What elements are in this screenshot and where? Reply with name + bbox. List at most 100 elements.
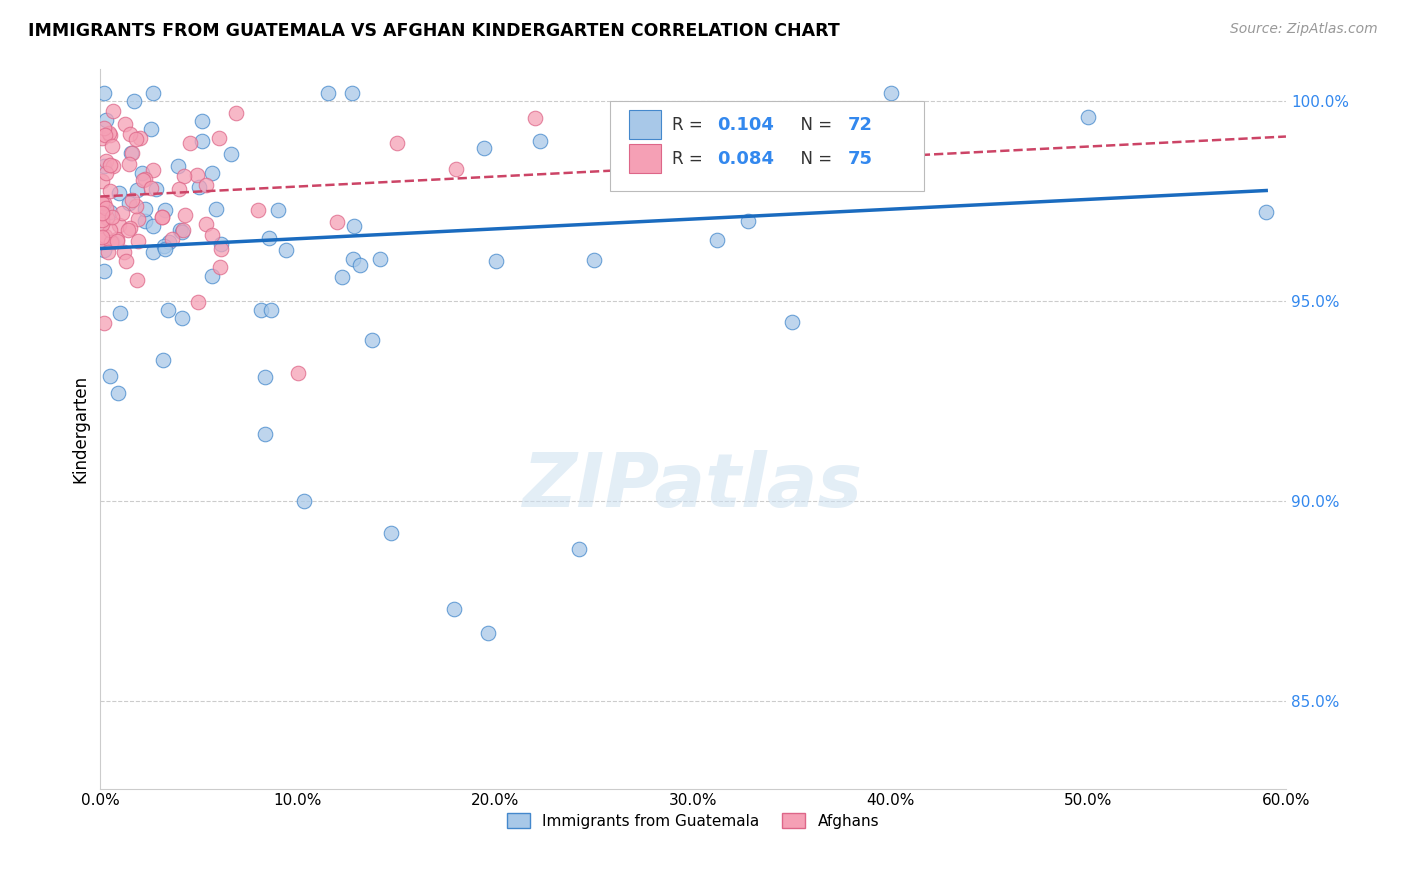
Point	[108, 186, 131, 200]
Point	[142, 219, 165, 234]
Point	[93, 86, 115, 100]
Point	[105, 234, 128, 248]
Text: N =: N =	[790, 150, 838, 168]
Point	[292, 494, 315, 508]
Point	[274, 244, 297, 258]
Point	[179, 136, 201, 150]
Point	[132, 172, 155, 186]
Text: 0.104: 0.104	[717, 116, 773, 134]
Point	[111, 206, 134, 220]
Point	[124, 132, 146, 146]
Point	[209, 260, 232, 274]
Point	[349, 258, 371, 272]
Point	[127, 273, 149, 287]
Point	[114, 117, 136, 131]
Point	[129, 131, 152, 145]
Point	[91, 207, 114, 221]
Point	[380, 525, 402, 540]
Point	[127, 212, 149, 227]
Point	[107, 218, 129, 232]
Point	[107, 232, 129, 246]
Text: N =: N =	[790, 116, 838, 134]
Point	[94, 112, 117, 127]
Point	[191, 135, 214, 149]
Point	[257, 231, 280, 245]
Point	[209, 237, 232, 252]
Point	[98, 368, 121, 383]
Point	[108, 306, 131, 320]
Point	[643, 153, 665, 167]
Point	[112, 245, 135, 260]
Point	[444, 161, 467, 176]
Point	[100, 139, 122, 153]
Point	[150, 210, 173, 224]
Point	[172, 225, 194, 239]
Point	[385, 136, 408, 151]
Point	[200, 228, 222, 243]
Point	[162, 232, 184, 246]
Point	[100, 223, 122, 237]
Point	[287, 366, 309, 380]
Text: 0.084: 0.084	[717, 150, 773, 168]
Point	[524, 111, 547, 125]
Point	[141, 121, 163, 136]
Point	[221, 147, 243, 161]
Point	[150, 210, 173, 224]
Point	[93, 159, 115, 173]
Point	[195, 178, 218, 192]
Point	[247, 202, 270, 217]
Point	[93, 229, 115, 244]
Point	[127, 235, 149, 249]
Point	[101, 210, 124, 224]
Point	[1256, 205, 1278, 219]
Point	[91, 213, 114, 227]
Point	[187, 294, 209, 309]
Point	[361, 334, 384, 348]
Point	[127, 183, 149, 197]
Text: R =: R =	[672, 116, 707, 134]
Point	[96, 211, 118, 226]
Point	[98, 128, 121, 142]
Point	[121, 145, 143, 160]
Point	[443, 601, 465, 615]
Point	[93, 244, 115, 258]
Point	[157, 302, 180, 317]
Point	[139, 181, 162, 195]
Point	[188, 180, 211, 194]
Point	[706, 233, 728, 247]
Point	[880, 86, 903, 100]
Point	[96, 154, 118, 169]
Point	[201, 268, 224, 283]
Point	[259, 302, 281, 317]
Point	[343, 219, 366, 234]
Point	[157, 235, 180, 250]
Point	[98, 126, 121, 140]
Point	[91, 230, 114, 244]
Point	[134, 202, 156, 217]
Point	[103, 103, 125, 118]
Legend: Immigrants from Guatemala, Afghans: Immigrants from Guatemala, Afghans	[501, 806, 886, 835]
Point	[326, 215, 349, 229]
Point	[145, 181, 167, 195]
Point	[484, 253, 506, 268]
Point	[152, 352, 174, 367]
Text: R =: R =	[672, 150, 707, 168]
Point	[780, 316, 803, 330]
Point	[342, 252, 364, 267]
Point	[250, 303, 273, 318]
Point	[153, 243, 176, 257]
Point	[191, 113, 214, 128]
Point	[169, 223, 191, 237]
Point	[100, 235, 122, 249]
Point	[267, 202, 290, 217]
Point	[142, 162, 165, 177]
Point	[93, 316, 115, 330]
Point	[472, 141, 495, 155]
Point	[477, 625, 499, 640]
Point	[125, 199, 148, 213]
Point	[91, 234, 114, 248]
Text: 75: 75	[848, 150, 872, 168]
Text: IMMIGRANTS FROM GUATEMALA VS AFGHAN KINDERGARTEN CORRELATION CHART: IMMIGRANTS FROM GUATEMALA VS AFGHAN KIND…	[28, 22, 839, 40]
Point	[121, 146, 143, 161]
Point	[97, 244, 120, 259]
